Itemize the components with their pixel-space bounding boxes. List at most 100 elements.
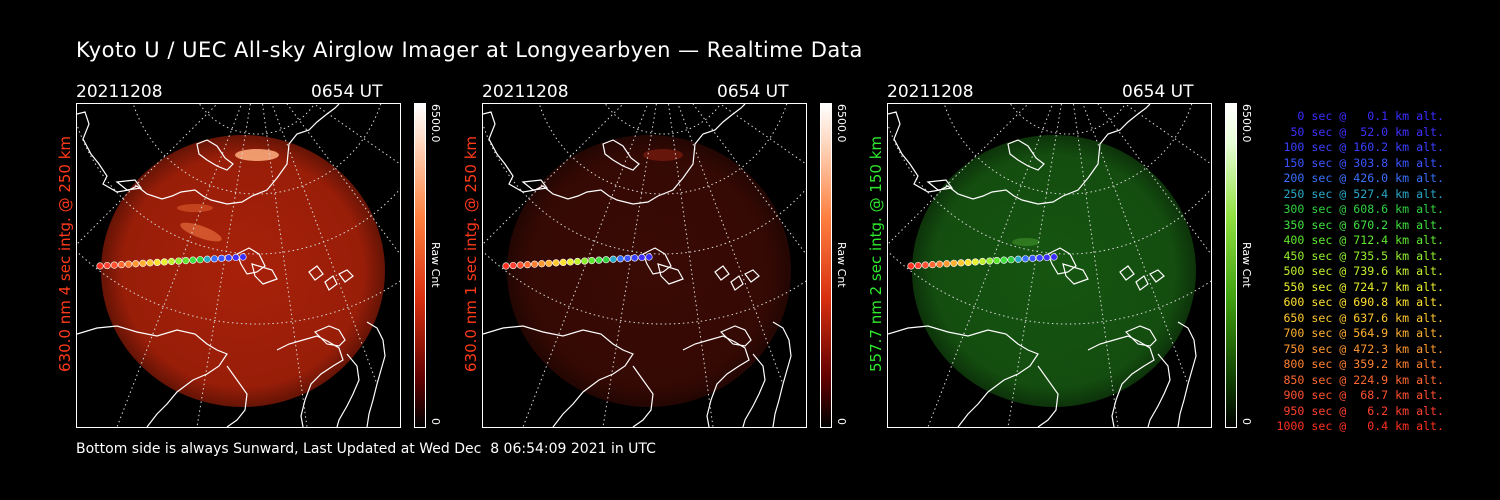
meridian-line bbox=[888, 104, 1029, 245]
trajectory-dot bbox=[232, 253, 240, 262]
legend-item: 850 sec @ 224.9 km alt. bbox=[1283, 372, 1444, 387]
meridian-line bbox=[271, 104, 378, 385]
meridian-line bbox=[692, 104, 806, 255]
trajectory-dot bbox=[907, 262, 915, 270]
trajectory-dot bbox=[1021, 255, 1029, 263]
legend-item: 200 sec @ 426.0 km alt. bbox=[1283, 171, 1444, 185]
coastline bbox=[1037, 365, 1059, 427]
coastline bbox=[336, 353, 360, 427]
coastline bbox=[742, 353, 766, 427]
panel-1-image bbox=[76, 103, 401, 428]
trajectory-dot bbox=[1007, 256, 1015, 264]
meridian-line bbox=[719, 104, 806, 165]
trajectory-dot bbox=[124, 260, 133, 268]
trajectory-dot bbox=[545, 259, 553, 267]
airglow-disk bbox=[912, 135, 1196, 407]
panel-3-cbar-unit: Raw Cnt bbox=[1240, 242, 1253, 288]
trajectory-dot bbox=[239, 253, 247, 261]
meridian-line bbox=[483, 104, 624, 245]
coastline bbox=[1119, 265, 1135, 281]
trajectory-dot bbox=[210, 255, 218, 263]
coastline bbox=[1047, 247, 1077, 275]
trajectory-dot bbox=[530, 260, 539, 268]
coastline bbox=[632, 365, 654, 427]
trajectory-dot bbox=[523, 261, 532, 269]
coastline bbox=[366, 321, 386, 427]
trajectory-dot bbox=[103, 261, 111, 270]
legend-item: 250 sec @ 527.4 km alt. bbox=[1283, 186, 1444, 201]
trajectory-dot bbox=[935, 260, 944, 268]
panel-3-colorbar bbox=[1225, 103, 1237, 428]
legend-item: 150 sec @ 303.8 km alt. bbox=[1283, 155, 1444, 170]
coastline bbox=[196, 139, 234, 171]
airglow-disk bbox=[507, 135, 791, 407]
trajectory-dot bbox=[602, 256, 610, 264]
legend-item: 450 sec @ 735.5 km alt. bbox=[1283, 248, 1444, 263]
coastline bbox=[236, 247, 266, 275]
legend-item: 350 sec @ 670.2 km alt. bbox=[1283, 217, 1444, 232]
coastline bbox=[226, 365, 248, 427]
trajectory-dot bbox=[950, 259, 958, 267]
coastline bbox=[338, 269, 354, 283]
trajectory-dot bbox=[566, 258, 574, 266]
latitude-circle bbox=[888, 123, 1211, 255]
trajectory-dot bbox=[1000, 256, 1008, 264]
legend-item: 100 sec @ 160.2 km alt. bbox=[1283, 140, 1444, 154]
trajectory-dot bbox=[516, 261, 524, 269]
coastline bbox=[730, 275, 744, 291]
panel-3-svg bbox=[888, 104, 1211, 427]
coastline bbox=[308, 265, 324, 281]
coastline bbox=[521, 179, 549, 191]
latitude-circle bbox=[77, 123, 400, 255]
page-title: Kyoto U / UEC All-sky Airglow Imager at … bbox=[76, 38, 863, 62]
panel-1-colorbar bbox=[414, 103, 426, 428]
coastline bbox=[483, 104, 746, 205]
panel-3-cbar-min: 0 bbox=[1240, 418, 1253, 425]
trajectory-dot bbox=[588, 257, 596, 265]
coastline bbox=[324, 275, 338, 291]
coastline bbox=[313, 325, 346, 347]
legend-item: 500 sec @ 739.6 km alt. bbox=[1283, 264, 1444, 278]
aurora-bright-spot bbox=[643, 149, 683, 161]
legend-item: 950 sec @ 6.2 km alt. bbox=[1283, 403, 1444, 418]
trajectory-dot bbox=[964, 258, 972, 266]
trajectory-dot bbox=[189, 256, 197, 264]
trajectory-legend: 0 sec @ 0.1 km alt. 50 sec @ 52.0 km alt… bbox=[1262, 109, 1444, 435]
meridian-line bbox=[286, 104, 400, 255]
panel-3-cbar-max: 6500.0 bbox=[1240, 104, 1253, 143]
trajectory-dot bbox=[117, 261, 126, 269]
trajectory-dot bbox=[203, 255, 211, 263]
legend-item: 300 sec @ 608.6 km alt. bbox=[1283, 202, 1444, 216]
trajectory-dot bbox=[645, 253, 653, 261]
coastline bbox=[642, 247, 672, 275]
panel-3-ylabel: 557.7 nm 2 sec intg. @ 150 km bbox=[867, 135, 885, 372]
meridian-line bbox=[677, 104, 784, 385]
trajectory-dot bbox=[502, 262, 510, 270]
legend-item: 700 sec @ 564.9 km alt. bbox=[1283, 326, 1444, 340]
trajectory-dot bbox=[552, 259, 560, 267]
trajectory-dot bbox=[153, 258, 161, 266]
coastline bbox=[77, 325, 228, 427]
legend-item: 750 sec @ 472.3 km alt. bbox=[1283, 341, 1444, 356]
trajectory-dot bbox=[139, 259, 147, 267]
coastline bbox=[1147, 353, 1171, 427]
panel-2-ylabel: 630.0 nm 1 sec intg. @ 250 km bbox=[462, 135, 480, 372]
coastline bbox=[1087, 335, 1155, 427]
meridian-line bbox=[927, 104, 1054, 427]
trajectory-dot bbox=[225, 254, 233, 262]
aurora-band bbox=[1012, 238, 1040, 246]
legend-item: 650 sec @ 637.6 km alt. bbox=[1283, 310, 1444, 325]
panel-1-ylabel: 630.0 nm 4 sec intg. @ 250 km bbox=[56, 135, 74, 372]
trajectory-dot bbox=[1036, 254, 1044, 262]
panel-1-svg bbox=[77, 104, 400, 427]
meridian-line bbox=[1124, 104, 1211, 165]
trajectory-dot bbox=[132, 260, 140, 268]
legend-item: 0 sec @ 0.1 km alt. bbox=[1297, 109, 1444, 123]
panel-2-date: 20211208 bbox=[482, 82, 569, 102]
legend-item: 1000 sec @ 0.4 km alt. bbox=[1276, 419, 1444, 433]
aurora-bright-spot bbox=[235, 149, 279, 161]
coastline bbox=[1007, 139, 1045, 171]
footer-note: Bottom side is always Sunward, Last Upda… bbox=[76, 441, 656, 457]
trajectory-dot bbox=[623, 254, 632, 262]
panel-3-image bbox=[887, 103, 1212, 428]
